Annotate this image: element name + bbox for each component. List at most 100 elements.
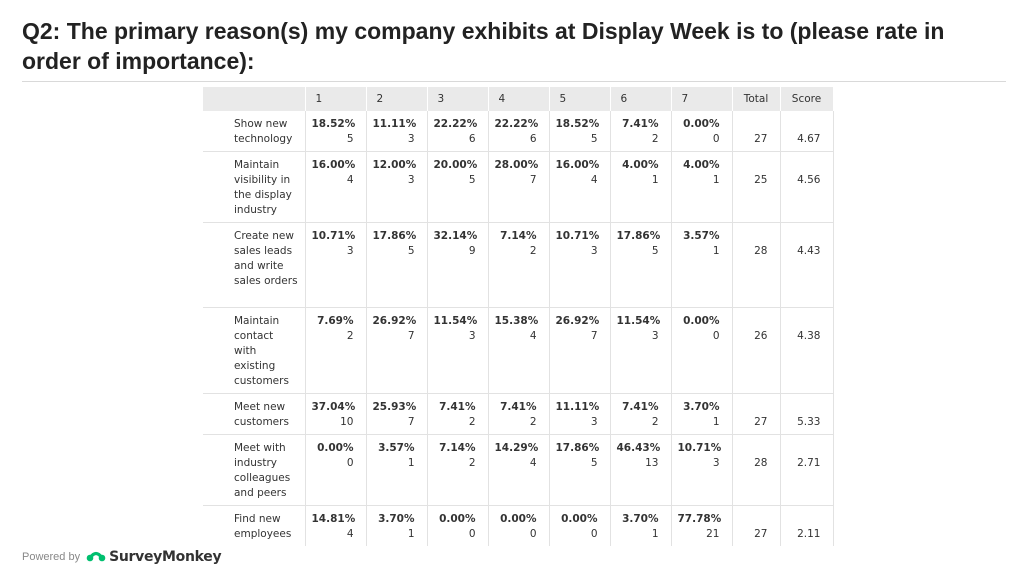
rank-cell: 14.81% 4: [305, 505, 367, 546]
percent-value: 10.71%: [311, 230, 356, 242]
rank-cell: 7.41% 2: [427, 393, 489, 435]
rank-cell: 77.78% 21: [671, 505, 733, 546]
rank-cell: 7.41% 2: [610, 393, 672, 435]
count-value: 2: [346, 330, 354, 342]
percent-value: 17.86%: [555, 442, 600, 454]
percent-value: 3.57%: [378, 442, 415, 454]
count-value: 1: [712, 245, 720, 257]
results-table-container: 1 2 3 4 5 6 7 Total Score Show new techn…: [203, 87, 834, 546]
rank-cell: 16.00% 4: [549, 151, 611, 223]
percent-value: 18.52%: [555, 118, 600, 130]
count-value: 1: [712, 174, 720, 186]
count-value: 3: [468, 330, 476, 342]
header-cell-total: Total: [732, 87, 781, 111]
table-row: Maintain visibility in the display indus…: [203, 151, 834, 223]
count-value: 3: [712, 457, 720, 469]
count-value: 5: [407, 245, 415, 257]
count-value: 3: [346, 245, 354, 257]
rank-cell: 3.57% 1: [671, 222, 733, 308]
percent-value: 32.14%: [433, 230, 478, 242]
count-value: 1: [651, 174, 659, 186]
total-cell: 26: [732, 307, 781, 394]
table-header-row: 1 2 3 4 5 6 7 Total Score: [203, 87, 834, 111]
percent-value: 11.11%: [372, 118, 417, 130]
count-value: 0: [712, 133, 720, 145]
percent-value: 17.86%: [372, 230, 417, 242]
count-value: 2: [651, 133, 659, 145]
rank-cell: 10.71% 3: [549, 222, 611, 308]
count-value: 10: [340, 416, 354, 428]
count-value: 0: [590, 528, 598, 540]
rank-cell: 11.11% 3: [366, 111, 428, 152]
percent-value: 3.70%: [622, 513, 659, 525]
count-value: 7: [407, 416, 415, 428]
footer: Powered by SurveyMonkey: [22, 546, 222, 568]
percent-value: 25.93%: [372, 401, 417, 413]
count-value: 13: [645, 457, 659, 469]
rank-cell: 7.69% 2: [305, 307, 367, 394]
rank-cell: 17.86% 5: [366, 222, 428, 308]
count-value: 5: [346, 133, 354, 145]
count-value: 6: [529, 133, 537, 145]
rank-cell: 10.71% 3: [671, 434, 733, 506]
percent-value: 10.71%: [677, 442, 722, 454]
header-cell: 5: [549, 87, 611, 111]
table-row: Meet new customers 37.04% 10 25.93% 7 7.41% 2 7…: [203, 393, 834, 435]
count-value: 1: [407, 457, 415, 469]
rank-cell: 7.41% 2: [488, 393, 550, 435]
count-value: 0: [468, 528, 476, 540]
rank-cell: 4.00% 1: [610, 151, 672, 223]
percent-value: 7.69%: [317, 315, 354, 327]
count-value: 3: [590, 416, 598, 428]
total-cell: 28: [732, 434, 781, 506]
rank-cell: 0.00% 0: [305, 434, 367, 506]
rank-cell: 22.22% 6: [427, 111, 489, 152]
score-cell: 4.43: [780, 222, 834, 308]
table-row: Find new employees 14.81% 4 3.70% 1 0.00% 0 0.0…: [203, 505, 834, 546]
count-value: 0: [346, 457, 354, 469]
count-value: 4: [590, 174, 598, 186]
rank-cell: 0.00% 0: [427, 505, 489, 546]
percent-value: 11.54%: [616, 315, 661, 327]
count-value: 1: [651, 528, 659, 540]
percent-value: 7.41%: [500, 401, 537, 413]
rank-cell: 16.00% 4: [305, 151, 367, 223]
rank-cell: 0.00% 0: [488, 505, 550, 546]
percent-value: 16.00%: [555, 159, 600, 171]
count-value: 2: [651, 416, 659, 428]
rank-cell: 7.14% 2: [488, 222, 550, 308]
rank-cell: 22.22% 6: [488, 111, 550, 152]
rank-cell: 15.38% 4: [488, 307, 550, 394]
percent-value: 26.92%: [555, 315, 600, 327]
percent-value: 46.43%: [616, 442, 661, 454]
count-value: 3: [407, 174, 415, 186]
rank-cell: 28.00% 7: [488, 151, 550, 223]
row-label: Meet new customers: [203, 393, 306, 435]
percent-value: 22.22%: [433, 118, 478, 130]
table-row: Show new technology 18.52% 5 11.11% 3 22.22% 6…: [203, 111, 834, 152]
percent-value: 7.41%: [622, 118, 659, 130]
title-divider: [22, 81, 1006, 82]
count-value: 4: [529, 330, 537, 342]
rank-cell: 11.54% 3: [427, 307, 489, 394]
count-value: 2: [468, 416, 476, 428]
count-value: 7: [407, 330, 415, 342]
count-value: 3: [590, 245, 598, 257]
rank-cell: 18.52% 5: [305, 111, 367, 152]
results-table: 1 2 3 4 5 6 7 Total Score Show new techn…: [203, 87, 834, 546]
rank-cell: 17.86% 5: [549, 434, 611, 506]
powered-by-text: Powered by: [22, 551, 81, 563]
rank-cell: 3.70% 1: [366, 505, 428, 546]
count-value: 3: [651, 330, 659, 342]
score-cell: 2.71: [780, 434, 834, 506]
header-cell: 3: [427, 87, 489, 111]
score-cell: 4.56: [780, 151, 834, 223]
percent-value: 37.04%: [311, 401, 356, 413]
percent-value: 0.00%: [561, 513, 598, 525]
table-row: Meet with industry colleagues and peers 0…: [203, 434, 834, 506]
percent-value: 3.70%: [378, 513, 415, 525]
rank-cell: 0.00% 0: [549, 505, 611, 546]
row-label: Meet with industry colleagues and peers: [203, 434, 306, 506]
total-cell: 25: [732, 151, 781, 223]
percent-value: 11.11%: [555, 401, 600, 413]
